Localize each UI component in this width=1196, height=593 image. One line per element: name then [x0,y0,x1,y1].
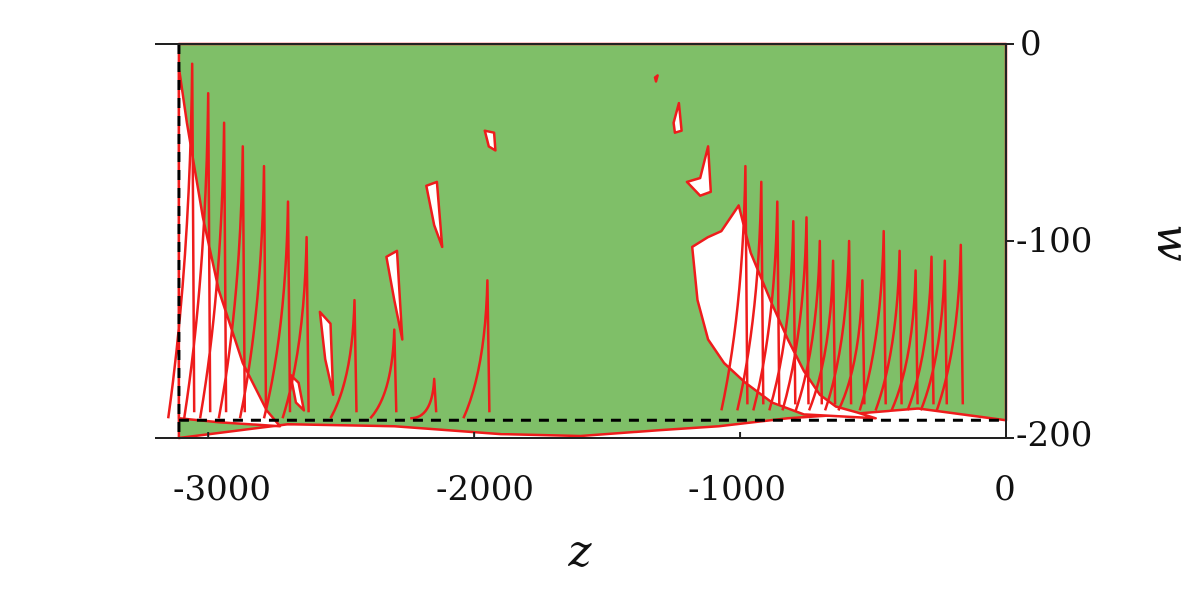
white-gap-region [425,180,444,249]
boundary-spike [823,239,853,411]
x-tick-label: 0 [994,469,1016,509]
boundary-spike [329,298,358,419]
white-gap-region [690,204,877,420]
boundary-spike [281,235,310,419]
y-tick-label: 0 [1020,24,1042,64]
boundary-spike [462,279,491,419]
white-gap-region [672,101,683,134]
green-region [177,42,1008,440]
x-tick-label: -3000 [173,469,271,509]
x-tick-label: -2000 [436,469,534,509]
axes [155,43,1014,439]
white-gap-region [483,129,497,152]
boundary-spike [166,62,196,419]
boundary-spike [858,229,887,411]
boundary-spike [935,243,965,411]
x-axis-title: z [567,526,592,577]
y-axis-title: w [1147,224,1196,262]
boundary-spike [837,279,866,411]
x-tick-labels: -3000 -2000 -1000 0 [173,469,1016,509]
white-gap-region [318,310,335,396]
boundary-spike [182,92,212,419]
boundary-spike [874,249,903,411]
y-tick-label: -100 [1016,221,1092,261]
x-tick-label: -1000 [688,469,786,509]
white-gap-region [289,373,306,412]
boundary-spike [781,216,810,411]
boundary-spike [410,377,438,420]
y-tick-labels: 0 -100 -200 [1016,24,1092,455]
white-gap-region [653,74,659,83]
plot-area [166,42,1008,440]
boundary-spike [238,164,268,419]
y-tick-label: -200 [1016,415,1092,455]
boundary-spike [807,259,837,411]
boundary-spike [369,328,398,420]
boundary-spike [906,255,935,411]
white-gap-region [385,249,404,341]
boundary-spike [890,269,919,411]
boundary-spike [217,145,247,419]
white-gap-region [685,145,713,197]
boundary-spike [262,200,292,419]
boundary-spike [768,220,797,411]
boundary-spike [720,164,749,411]
boundary-spike [919,259,949,411]
boundary-spike [752,200,781,411]
boundary-spike [736,180,765,411]
boundary-spike [794,239,824,411]
boundary-spike [198,121,228,419]
